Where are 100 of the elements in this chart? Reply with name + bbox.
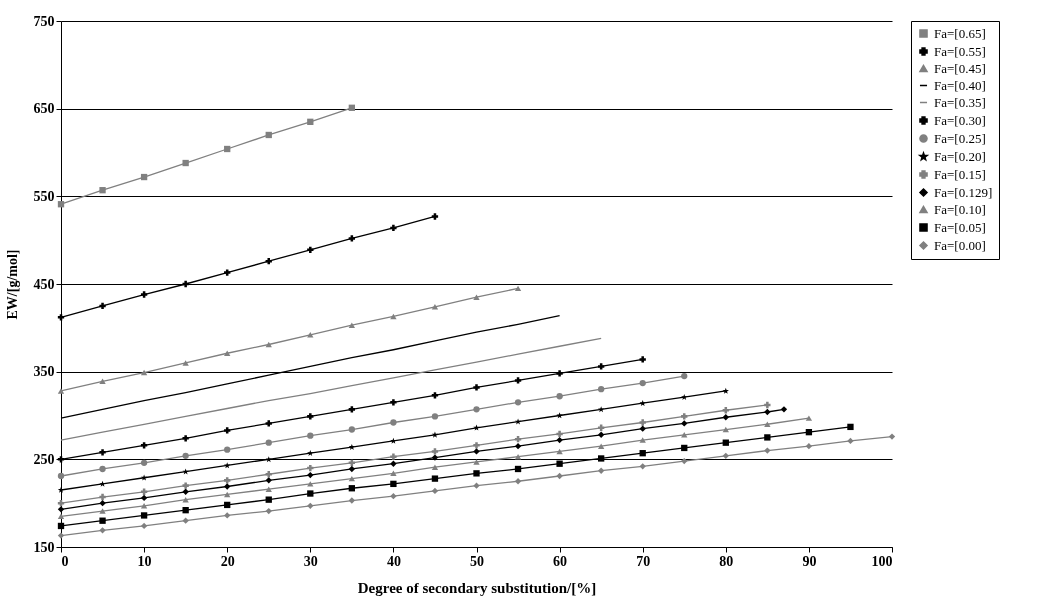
- legend-label: Fa=[0.00]: [934, 237, 986, 253]
- point: [140, 173, 148, 181]
- point: [390, 419, 397, 426]
- point: [764, 421, 771, 428]
- point: [140, 512, 148, 519]
- point: [224, 477, 231, 484]
- point: [431, 487, 439, 495]
- point: [99, 378, 106, 385]
- point: [431, 431, 439, 438]
- point: [224, 483, 231, 490]
- y-tick-label: 550: [33, 188, 55, 204]
- x-tick-label: 0: [61, 553, 69, 569]
- point: [57, 506, 65, 513]
- point: [805, 415, 813, 421]
- point: [348, 497, 356, 504]
- point: [182, 507, 189, 514]
- point: [514, 443, 522, 450]
- y-tick-label: 150: [33, 539, 55, 555]
- legend-label: Fa=[0.05]: [934, 219, 986, 235]
- x-tick-label: 70: [636, 553, 651, 569]
- x-tick-label: 40: [386, 553, 401, 569]
- point: [99, 449, 106, 456]
- point: [224, 145, 231, 153]
- point: [307, 332, 314, 338]
- point: [514, 465, 522, 473]
- point: [639, 356, 646, 363]
- point: [348, 104, 356, 111]
- point: [431, 213, 439, 220]
- point: [224, 491, 231, 498]
- point: [57, 201, 65, 208]
- point: [307, 432, 314, 439]
- legend-label: Fa=[0.10]: [934, 201, 986, 217]
- point: [431, 475, 439, 482]
- point: [57, 513, 65, 520]
- y-tick-label: 750: [33, 13, 55, 29]
- point: [140, 494, 148, 502]
- point: [224, 512, 231, 519]
- x-tick-label: 60: [553, 553, 568, 569]
- point: [265, 477, 272, 484]
- point: [556, 472, 563, 480]
- point: [888, 433, 896, 440]
- point: [473, 294, 480, 300]
- point: [224, 350, 231, 356]
- point: [722, 407, 729, 414]
- point: [431, 304, 439, 310]
- point: [390, 480, 397, 488]
- point: [182, 517, 189, 524]
- point: [681, 372, 688, 380]
- point: [722, 452, 729, 459]
- point: [307, 450, 314, 457]
- line-series: [60, 337, 602, 441]
- x-tick-label: 20: [220, 553, 235, 569]
- point: [681, 413, 688, 420]
- point: [307, 118, 314, 125]
- legend-label: Fa=[0.20]: [934, 148, 986, 164]
- point: [473, 448, 480, 455]
- point: [390, 453, 397, 460]
- point: [182, 435, 189, 442]
- point: [764, 434, 771, 441]
- point: [99, 302, 106, 310]
- point: [307, 471, 314, 479]
- point: [556, 448, 563, 455]
- point: [722, 439, 729, 446]
- point: [764, 408, 771, 416]
- y-tick-label: 350: [33, 364, 55, 380]
- point: [431, 454, 439, 461]
- point: [597, 363, 605, 370]
- point: [224, 269, 231, 276]
- point: [597, 386, 605, 393]
- point: [390, 460, 397, 467]
- x-tick-label: 100: [871, 553, 893, 569]
- point: [99, 493, 106, 501]
- point: [390, 437, 397, 444]
- point: [597, 443, 605, 449]
- point: [348, 443, 356, 450]
- x-tick-label: 80: [719, 553, 734, 569]
- point: [348, 475, 356, 482]
- point: [182, 452, 189, 459]
- point: [764, 447, 771, 454]
- point: [639, 425, 646, 432]
- point: [348, 322, 356, 328]
- point: [597, 455, 605, 462]
- point: [639, 437, 646, 443]
- point: [307, 490, 314, 497]
- y-tick-label: 250: [33, 451, 55, 467]
- point: [473, 424, 480, 431]
- legend-label: Fa=[0.129]: [934, 184, 993, 200]
- point: [639, 400, 646, 407]
- point: [597, 431, 605, 438]
- legend-label: Fa=[0.15]: [934, 166, 986, 182]
- point: [514, 377, 522, 384]
- point: [847, 437, 854, 445]
- x-tick-label: 50: [470, 553, 484, 569]
- point: [348, 406, 356, 413]
- point: [431, 392, 439, 399]
- legend-label: Fa=[0.25]: [934, 130, 986, 146]
- point: [265, 507, 272, 515]
- point: [224, 427, 231, 434]
- x-tick-label: 10: [137, 553, 152, 569]
- x-axis-title: Degree of secondary substitution/[%]: [357, 579, 597, 596]
